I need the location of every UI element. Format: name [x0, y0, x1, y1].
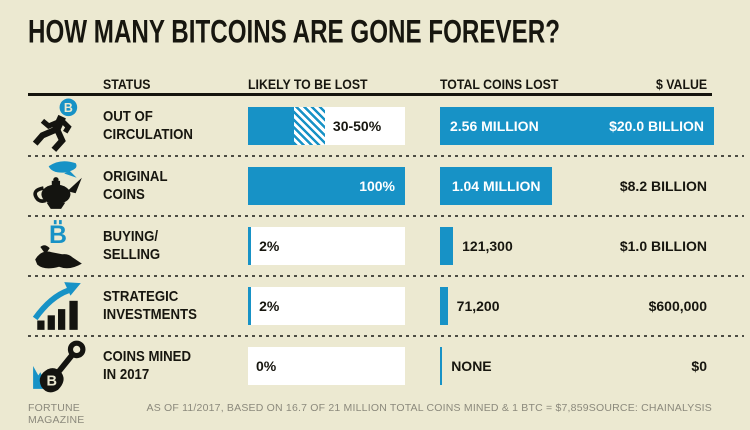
total-coins-label: 121,300: [462, 238, 513, 254]
likely-lost-label: 30-50%: [332, 118, 382, 134]
dollar-value: $1.0 BILLION: [619, 238, 707, 254]
bar-solid-segment: [248, 287, 252, 325]
bar-hatch-segment: [293, 107, 325, 145]
page-title: HOW MANY BITCOINS ARE GONE FOREVER?: [28, 13, 560, 51]
total-coins-bar: [440, 347, 443, 385]
likely-lost-bar: 30-50%: [248, 107, 405, 145]
table-row: B OUT OF CIRCULATION 30-50% 2.56 MILLION…: [28, 96, 744, 157]
table-body: B OUT OF CIRCULATION 30-50% 2.56 MILLION…: [28, 96, 744, 396]
total-coins-label: 71,200: [456, 298, 500, 314]
likely-lost-bar: 0%: [248, 347, 405, 385]
table-row: B BUYING/ SELLING 2% 121,300 $1.0: [28, 216, 744, 277]
column-header-value: $ VALUE: [655, 76, 707, 92]
table-row: B COINS MINED IN 2017 0% NONE $0: [28, 336, 714, 396]
source-credit: SOURCE: CHAINALYSIS: [588, 402, 712, 414]
growth-chart-icon: [32, 282, 81, 330]
column-header-total-coins: TOTAL COINS LOST: [440, 76, 559, 92]
total-coins-label: NONE: [451, 358, 492, 374]
total-coins-bar: [440, 227, 454, 265]
total-coins-bar: 2.56 MILLION $20.0 BILLION: [440, 107, 714, 145]
likely-lost-bar: 2%: [248, 227, 405, 265]
svg-text:B: B: [64, 101, 73, 115]
dollar-value: $0: [691, 358, 707, 374]
total-coins-label: 1.04 MILLION: [451, 178, 541, 194]
footer: FORTUNE MAGAZINE AS OF 11/2017, BASED ON…: [28, 402, 712, 426]
status-label: STRATEGIC INVESTMENTS: [103, 288, 197, 323]
magazine-credit: FORTUNE MAGAZINE: [28, 402, 85, 426]
svg-text:B: B: [47, 374, 57, 390]
bar-solid-segment: [248, 227, 252, 265]
dollar-value: $8.2 BILLION: [619, 178, 707, 194]
total-coins-bar: 1.04 MILLION: [440, 167, 553, 205]
table-row: STRATEGIC INVESTMENTS 2% 71,200 $600,000: [28, 276, 744, 337]
header-divider: [28, 93, 712, 96]
total-coins-bar: [440, 287, 448, 325]
status-label: BUYING/ SELLING: [103, 228, 161, 263]
footnote: AS OF 11/2017, BASED ON 16.7 OF 21 MILLI…: [146, 402, 589, 414]
hand-bitcoin-icon: B: [35, 220, 82, 269]
column-headers: STATUS LIKELY TO BE LOST TOTAL COINS LOS…: [28, 68, 714, 92]
dollar-value: $600,000: [648, 298, 707, 314]
status-label: COINS MINED IN 2017: [103, 348, 192, 383]
column-header-status: STATUS: [103, 76, 151, 92]
likely-lost-label: 100%: [359, 178, 395, 194]
bar-solid-segment: [248, 107, 294, 145]
shovel-bitcoin-icon: B: [33, 340, 86, 393]
status-label: OUT OF CIRCULATION: [103, 108, 193, 143]
runner-bitcoin-icon: B: [32, 98, 78, 152]
status-label: ORIGINAL COINS: [103, 168, 168, 203]
svg-text:B: B: [49, 221, 67, 249]
likely-lost-bar: 2%: [248, 287, 405, 325]
dollar-value: $20.0 BILLION: [609, 118, 704, 134]
likely-lost-label: 2%: [259, 298, 280, 314]
likely-lost-bar: 100%: [248, 167, 405, 205]
bar-solid-segment: [248, 167, 405, 205]
likely-lost-label: 2%: [259, 238, 280, 254]
likely-lost-label: 0%: [256, 358, 277, 374]
total-coins-label: 2.56 MILLION: [450, 118, 539, 134]
table-row: ORIGINAL COINS 100% 1.04 MILLION $8.2 BI…: [28, 156, 744, 217]
column-header-likely: LIKELY TO BE LOST: [248, 76, 368, 92]
genie-lamp-icon: [33, 161, 82, 209]
